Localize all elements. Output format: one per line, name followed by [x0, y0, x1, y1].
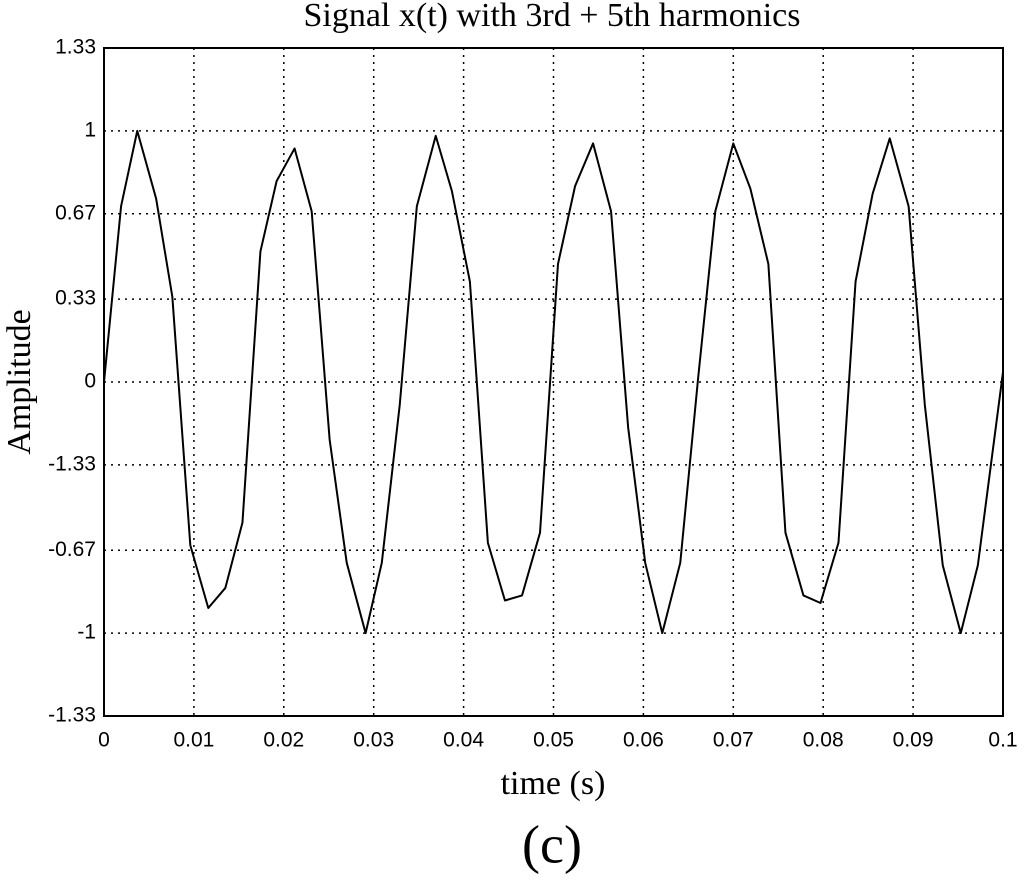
caption: (c)	[522, 814, 582, 874]
x-tick-label: 0.06	[623, 729, 664, 752]
signal-line	[103, 129, 1004, 635]
y-tick-label: 0.67	[55, 201, 96, 224]
x-tick-label: 0.04	[443, 729, 484, 752]
y-tick-label: 1.33	[55, 36, 96, 59]
y-axis-label: Amplitude	[1, 309, 38, 454]
x-tick-label: 0.1	[988, 729, 1017, 752]
x-axis-label: time (s)	[501, 765, 606, 802]
x-tick-label: 0.07	[713, 729, 754, 752]
y-tick-label: -1.33	[48, 452, 96, 475]
x-tick-label: 0.08	[803, 729, 844, 752]
chart-title: Signal x(t) with 3rd + 5th harmonics	[303, 0, 800, 34]
y-tick-label: -0.67	[48, 538, 96, 561]
x-tick-label: 0.03	[353, 729, 394, 752]
y-tick-label: 1	[84, 118, 96, 141]
x-tick-label: 0	[98, 729, 110, 752]
x-tick-label: 0.05	[533, 729, 574, 752]
y-tick-label: -1	[77, 621, 96, 644]
y-tick-label: -1.33	[48, 704, 96, 727]
y-tick-label: 0.33	[55, 287, 96, 310]
x-tick-label: 0.02	[263, 729, 304, 752]
x-tick-label: 0.01	[173, 729, 214, 752]
y-tick-label: 0	[84, 370, 96, 393]
x-tick-label: 0.09	[893, 729, 934, 752]
